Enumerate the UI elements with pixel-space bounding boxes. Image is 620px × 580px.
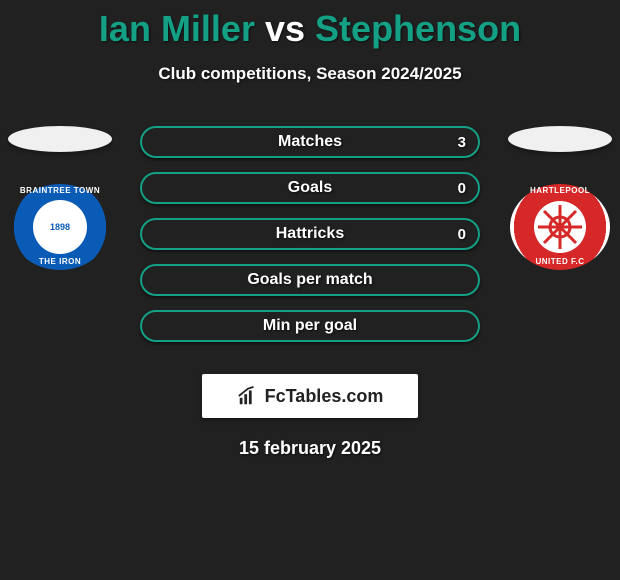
stat-row-goals: Goals 0 xyxy=(140,172,480,204)
stat-row-hattricks: Hattricks 0 xyxy=(140,218,480,250)
crest2-top-text: HARTLEPOOL xyxy=(510,186,610,195)
player2-name: Stephenson xyxy=(315,8,521,49)
brand-text: FcTables.com xyxy=(265,386,384,407)
player1-name: Ian Miller xyxy=(99,8,255,49)
player1-club-crest: BRAINTREE TOWN 1898 THE IRON xyxy=(10,184,110,270)
stat-row-min-per-goal: Min per goal xyxy=(140,310,480,342)
player2-side: HARTLEPOOL UNITED F.C xyxy=(500,126,620,270)
stat-label: Min per goal xyxy=(142,317,478,335)
stat-right-value: 3 xyxy=(446,128,478,156)
vs-label: vs xyxy=(265,8,305,49)
player1-side: BRAINTREE TOWN 1898 THE IRON xyxy=(0,126,120,270)
crest2-bottom-text: UNITED F.C xyxy=(510,257,610,266)
stat-right-value xyxy=(454,266,478,294)
stat-label: Goals per match xyxy=(142,271,478,289)
stat-label: Goals xyxy=(142,179,478,197)
stat-right-value xyxy=(454,312,478,340)
page-title: Ian Miller vs Stephenson xyxy=(0,0,620,50)
chart-icon xyxy=(237,385,259,407)
stat-row-goals-per-match: Goals per match xyxy=(140,264,480,296)
stat-label: Hattricks xyxy=(142,225,478,243)
crest1-bottom-text: THE IRON xyxy=(10,257,110,266)
stats-list: Matches 3 Goals 0 Hattricks 0 Goals per … xyxy=(140,126,480,342)
player2-club-crest: HARTLEPOOL UNITED F.C xyxy=(510,184,610,270)
player1-silhouette xyxy=(8,126,112,152)
crest1-inner: 1898 xyxy=(33,200,87,254)
subtitle: Club competitions, Season 2024/2025 xyxy=(0,64,620,84)
brand-badge: FcTables.com xyxy=(202,374,418,418)
stat-right-value: 0 xyxy=(446,220,478,248)
crest1-top-text: BRAINTREE TOWN xyxy=(10,186,110,195)
comparison-panel: BRAINTREE TOWN 1898 THE IRON Matches 3 G… xyxy=(0,126,620,356)
stat-label: Matches xyxy=(142,133,478,151)
stat-row-matches: Matches 3 xyxy=(140,126,480,158)
date-label: 15 february 2025 xyxy=(0,438,620,459)
stat-right-value: 0 xyxy=(446,174,478,202)
player2-silhouette xyxy=(508,126,612,152)
ship-wheel-icon xyxy=(534,201,586,253)
